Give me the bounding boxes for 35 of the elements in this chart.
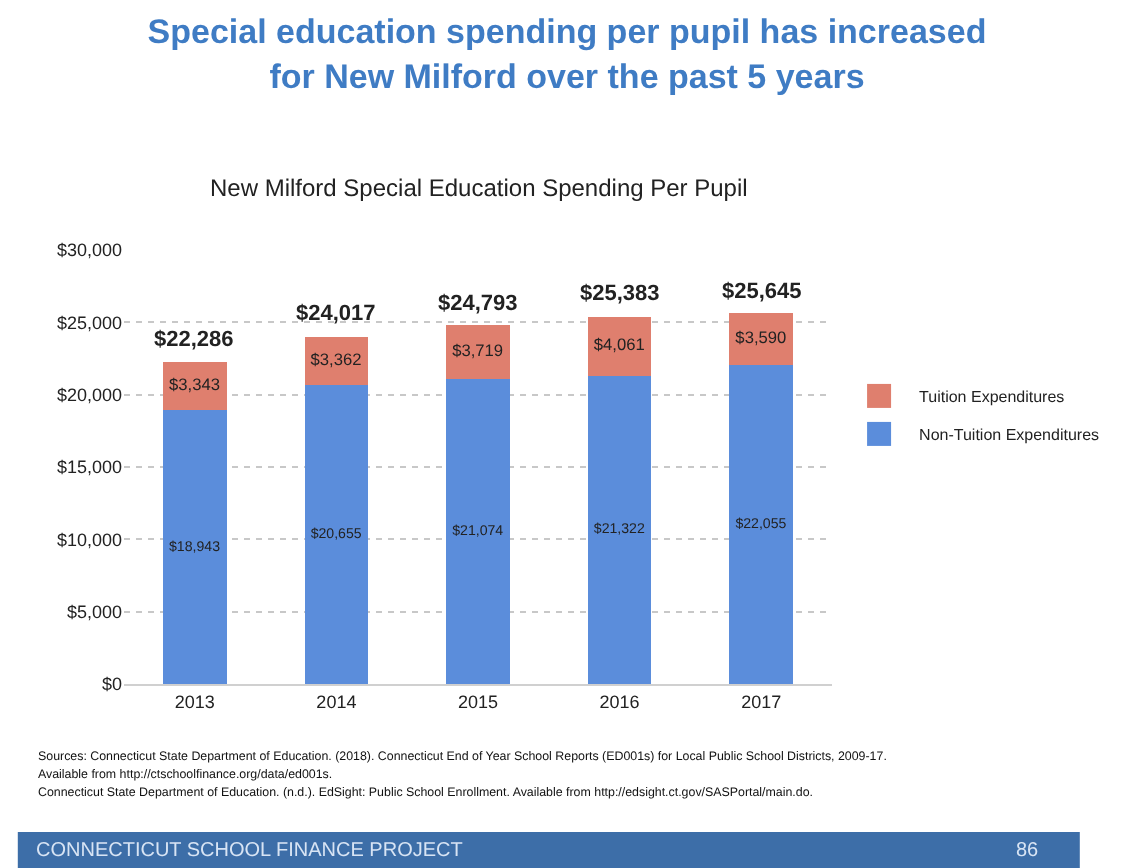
bar bbox=[587, 316, 652, 376]
data-label: $3,343 bbox=[168, 373, 221, 394]
bar bbox=[446, 325, 510, 380]
chart-subtitle: New Milford Special Education Spending Per Pupil bbox=[210, 174, 748, 202]
total-label: $24,793 bbox=[438, 292, 518, 316]
legend-label: Non-Tuition Expenditures bbox=[919, 426, 1100, 445]
bar bbox=[304, 385, 369, 684]
y-tick-label: $25,000 bbox=[56, 312, 122, 333]
data-label: $3,590 bbox=[735, 327, 788, 348]
x-tick-label: 2015 bbox=[457, 691, 499, 712]
y-tick-label: $30,000 bbox=[56, 240, 122, 261]
x-tick-label: 2017 bbox=[741, 691, 782, 712]
total-label: $24,017 bbox=[296, 302, 376, 326]
bar bbox=[587, 375, 652, 684]
data-label: $4,061 bbox=[593, 334, 646, 355]
data-label: $3,362 bbox=[310, 349, 363, 370]
y-tick-label: $15,000 bbox=[56, 457, 122, 478]
text: 86 bbox=[1016, 840, 1040, 862]
total-label: $22,286 bbox=[154, 328, 234, 352]
text: CONNECTICUT SCHOOL FINANCE PROJECT bbox=[36, 840, 463, 862]
y-tick-label: $20,000 bbox=[56, 384, 122, 405]
data-label: $3,719 bbox=[452, 340, 504, 361]
y-tick-label: $0 bbox=[101, 674, 122, 695]
x-tick-label: 2016 bbox=[599, 691, 640, 712]
bar bbox=[162, 409, 227, 684]
legend-label: Tuition Expenditures bbox=[919, 388, 1065, 407]
x-tick-label: 2014 bbox=[316, 691, 357, 712]
y-tick-label: $5,000 bbox=[66, 601, 122, 622]
chart-title: Special education spending per pupil has increased for New Milford over the past 5 years bbox=[147, 13, 987, 96]
total-label: $25,383 bbox=[580, 282, 660, 306]
total-label: $25,645 bbox=[722, 280, 802, 304]
y-tick-label: $10,000 bbox=[56, 529, 122, 550]
x-tick-label: 2013 bbox=[174, 691, 215, 712]
bar bbox=[446, 379, 510, 684]
bar bbox=[729, 364, 794, 684]
